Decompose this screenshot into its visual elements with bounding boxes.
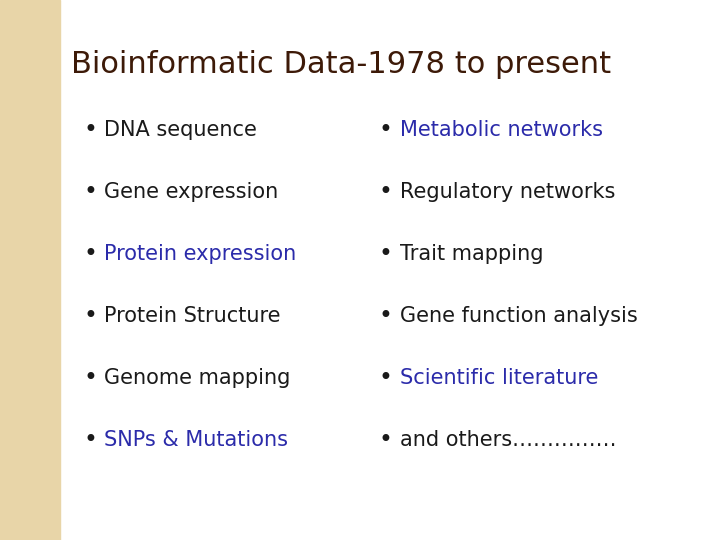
Text: Trait mapping: Trait mapping [400,244,543,264]
Text: •: • [83,304,97,328]
Text: •: • [378,118,392,141]
Text: Metabolic networks: Metabolic networks [400,119,603,140]
Text: Protein Structure: Protein Structure [104,306,281,326]
Text: •: • [83,118,97,141]
Text: •: • [378,428,392,452]
Text: Genome mapping: Genome mapping [104,368,291,388]
Text: DNA sequence: DNA sequence [104,119,257,140]
Text: •: • [378,366,392,390]
Text: Gene function analysis: Gene function analysis [400,306,637,326]
Text: •: • [83,366,97,390]
Text: •: • [83,428,97,452]
Text: •: • [83,242,97,266]
Text: Protein expression: Protein expression [104,244,297,264]
Text: Gene expression: Gene expression [104,181,279,202]
Text: and others……………: and others…………… [400,430,616,450]
Text: SNPs & Mutations: SNPs & Mutations [104,430,289,450]
Text: •: • [83,180,97,204]
Text: Regulatory networks: Regulatory networks [400,181,615,202]
Bar [0,0,60,540]
Text: •: • [378,304,392,328]
Text: •: • [378,242,392,266]
Text: Bioinformatic Data-1978 to present: Bioinformatic Data-1978 to present [71,50,611,79]
Text: Scientific literature: Scientific literature [400,368,598,388]
Text: •: • [378,180,392,204]
